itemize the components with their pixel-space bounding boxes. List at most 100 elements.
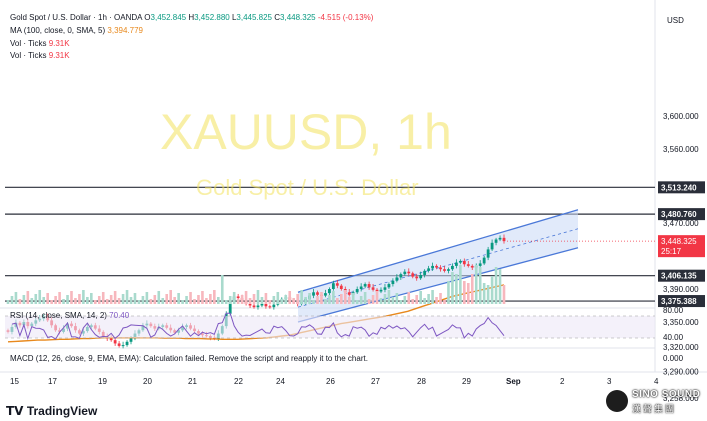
volume-bar <box>213 290 216 304</box>
volume-bar <box>18 299 22 304</box>
tradingview-logo: TV TradingView <box>6 404 98 418</box>
volume-bar <box>264 293 268 304</box>
candle-body <box>447 269 450 271</box>
volume-bar <box>296 294 299 304</box>
symbol-legend[interactable]: Gold Spot / U.S. Dollar · 1h · OANDA O3,… <box>10 13 373 23</box>
price-axis-tick: 3,560.000 <box>663 145 699 154</box>
volume-bar <box>332 291 335 304</box>
current-price-badge <box>658 235 705 258</box>
volume-bar <box>133 293 137 304</box>
candle-body <box>419 274 423 279</box>
volume-bar <box>117 298 121 304</box>
volume-bar <box>379 298 383 304</box>
volume-bar <box>50 300 53 304</box>
candle-body <box>129 338 133 342</box>
current-price-label: 3,448.325 <box>661 237 697 246</box>
volume-bar <box>217 297 220 304</box>
volume-bar <box>173 297 176 304</box>
candle-body <box>502 237 506 242</box>
candle-body <box>454 262 458 266</box>
volume-bar <box>355 300 359 304</box>
time-axis-label: Sep <box>506 377 521 386</box>
volume-bar <box>439 293 442 304</box>
volume-legend-2[interactable]: Vol · Ticks 9.31K <box>10 51 70 61</box>
macd-legend[interactable]: MACD (12, 26, close, 9, EMA, EMA): Calcu… <box>10 354 368 364</box>
volume-bar <box>347 297 351 304</box>
volume-bar <box>343 290 347 304</box>
candle-body <box>228 300 232 314</box>
candle-body <box>395 277 399 281</box>
volume-bar <box>220 275 224 304</box>
candle-body <box>431 265 434 269</box>
candle-body <box>272 304 276 308</box>
rsi-axis-upper: 80.00 <box>663 306 684 315</box>
volume-bar <box>78 294 81 304</box>
volume-bar <box>308 293 311 304</box>
candle-body <box>490 242 494 250</box>
volume-bar <box>10 296 14 304</box>
horizontal-level-label: 3,375.388 <box>661 297 697 306</box>
volume-bar <box>498 269 502 304</box>
volume-bar <box>109 295 113 304</box>
volume-bar <box>419 291 422 304</box>
volume-bar <box>169 290 172 304</box>
volume-bar <box>70 291 73 304</box>
volume-bar <box>228 296 232 304</box>
brand-badge: SINO SOUND 漢聲集團 <box>606 388 706 416</box>
candle-body <box>415 276 419 279</box>
volume-bar <box>42 297 46 304</box>
symbol-title: Gold Spot / U.S. Dollar · 1h · OANDA <box>10 13 143 22</box>
ma-legend[interactable]: MA (100, close, 0, SMA, 5) 3,394.779 <box>10 26 143 36</box>
volume-bar <box>113 291 117 304</box>
countdown-label: 25:17 <box>661 247 682 256</box>
candle-body <box>498 237 502 240</box>
time-axis-label: 19 <box>98 377 107 386</box>
price-axis-tick: 3,390.000 <box>663 285 699 294</box>
volume-bar <box>161 298 165 304</box>
candle-body <box>236 296 240 299</box>
volume-bar <box>58 292 61 304</box>
brand-name-chinese: 漢聲集團 <box>632 404 677 414</box>
ohlc-open-value: 3,452.845 <box>150 13 187 22</box>
volume-bar <box>54 296 57 304</box>
time-axis-label: 28 <box>417 377 426 386</box>
volume-bar <box>90 293 93 304</box>
ohlc-close-label: C <box>274 13 281 22</box>
volume-legend-1[interactable]: Vol · Ticks 9.31K <box>10 39 70 49</box>
volume-bar <box>300 290 303 304</box>
volume-bar <box>336 298 339 304</box>
candle-body <box>252 305 256 308</box>
volume-bar <box>236 299 240 304</box>
ohlc-open-label: O <box>144 13 151 22</box>
volume-bar <box>205 298 208 304</box>
volume-bar <box>141 296 145 304</box>
volume-bar <box>256 290 260 304</box>
volume-bar <box>93 300 97 304</box>
candle-body <box>117 343 121 346</box>
time-axis-label: 17 <box>48 377 57 386</box>
volume-bar <box>165 294 169 304</box>
volume-bar <box>316 296 319 304</box>
volume-bar <box>502 285 506 304</box>
candle-body <box>391 280 395 285</box>
volume-bar <box>137 300 141 304</box>
horizontal-level-badge <box>658 269 705 282</box>
candle-body <box>113 340 117 344</box>
candle-body <box>248 303 252 306</box>
volume-bar <box>371 295 375 304</box>
candle-body <box>486 249 490 258</box>
volume-bar <box>304 297 307 304</box>
volume-bar <box>244 291 248 304</box>
volume-bar <box>367 299 371 304</box>
candle-body <box>407 271 411 274</box>
channel-upper-line <box>297 209 579 293</box>
volume-bar <box>232 292 236 304</box>
volume-bar <box>272 296 276 304</box>
rsi-legend[interactable]: RSI (14, close, SMA, 14, 2) 70.40 <box>10 311 129 321</box>
candle-body <box>379 289 383 292</box>
candle-body <box>427 268 431 271</box>
volume-bar <box>431 290 434 304</box>
macd-label: MACD (12, 26, close, 9, EMA, EMA): Calcu… <box>10 354 368 363</box>
vol2-value: 9.31K <box>48 51 70 60</box>
